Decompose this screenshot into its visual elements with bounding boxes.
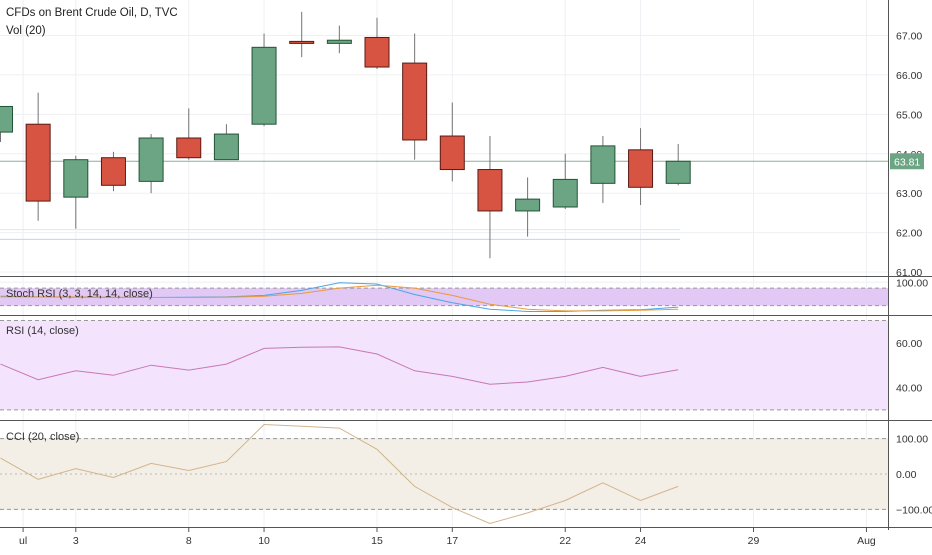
candle-body <box>176 137 202 159</box>
candle-body <box>63 159 89 198</box>
candle <box>176 108 202 160</box>
indicator-line <box>0 284 679 312</box>
candle-body <box>326 39 352 44</box>
indicator-band <box>0 320 888 410</box>
candle <box>515 177 541 237</box>
candle <box>63 155 89 229</box>
candle-body <box>439 135 465 171</box>
time-axis-label: 29 <box>748 535 760 547</box>
time-axis-label: 8 <box>186 535 192 547</box>
indicator-axis-tick: 40.00 <box>896 383 922 395</box>
indicator-band <box>0 438 888 510</box>
candle <box>289 11 315 58</box>
candle-body <box>402 62 428 141</box>
label-layer: CFDs on Brent Crude Oil, D, TVC Vol (20)… <box>6 7 178 443</box>
price-axis-tick: 62.00 <box>896 228 922 240</box>
candle <box>665 143 691 186</box>
band-layer <box>0 287 888 510</box>
candle <box>251 33 277 127</box>
time-axis-label: 3 <box>73 535 79 547</box>
candle <box>364 17 390 69</box>
candle-body <box>289 40 315 44</box>
price-axis-tick: 65.00 <box>896 109 922 121</box>
candle-body <box>251 46 277 125</box>
candle <box>439 102 465 182</box>
indicator-axis-tick: 0.00 <box>896 469 917 481</box>
rsi-title: RSI (14, close) <box>6 325 79 337</box>
price-axis-tick: 63.00 <box>896 188 922 200</box>
time-axis-label: Aug <box>857 535 876 547</box>
candle <box>552 153 578 209</box>
candle-body <box>665 160 691 184</box>
candle <box>628 128 654 206</box>
price-axis-tick: 67.00 <box>896 30 922 42</box>
candle-body <box>364 36 390 68</box>
stoch-rsi-title: Stoch RSI (3, 3, 14, 14, close) <box>6 288 153 300</box>
candle <box>402 33 428 160</box>
candle <box>213 124 239 161</box>
candle-body <box>25 123 51 202</box>
chart-title: CFDs on Brent Crude Oil, D, TVC <box>6 7 178 19</box>
candle-body <box>100 157 126 186</box>
candle-body <box>213 133 239 161</box>
indicator-axis-tick: 100.00 <box>896 277 928 289</box>
indicator-axis-tick: −100.00 <box>896 504 932 516</box>
candle <box>25 92 51 221</box>
indicator-band <box>0 288 888 306</box>
indicator-line <box>0 423 679 525</box>
cci-title: CCI (20, close) <box>6 431 79 443</box>
candle-body <box>477 169 503 212</box>
indicator-line <box>0 346 679 385</box>
candle-body <box>552 178 578 208</box>
candle-body <box>590 145 616 184</box>
candle <box>590 136 616 204</box>
volume-label: Vol (20) <box>6 25 46 37</box>
candle <box>138 134 164 194</box>
price-axis-tick: 66.00 <box>896 70 922 82</box>
candle <box>100 151 126 192</box>
time-axis-label: 24 <box>635 535 647 547</box>
candle-body <box>515 198 541 212</box>
candle-body <box>138 137 164 182</box>
candle-body <box>0 105 13 133</box>
last-price-badge <box>890 153 924 170</box>
time-axis-label: 10 <box>258 535 270 547</box>
indicator-axis-tick: 60.00 <box>896 338 922 350</box>
candle <box>477 136 503 259</box>
indicator-axis-tick: 100.00 <box>896 434 928 446</box>
candle-body <box>628 149 654 188</box>
last-price-label: 63.81 <box>894 156 920 168</box>
series-layer <box>0 11 888 525</box>
candle <box>0 105 13 142</box>
candle <box>326 25 352 54</box>
time-axis-label: ul <box>19 535 27 547</box>
time-axis-label: 15 <box>371 535 383 547</box>
time-axis-label: 17 <box>446 535 458 547</box>
time-axis-label: 22 <box>559 535 571 547</box>
